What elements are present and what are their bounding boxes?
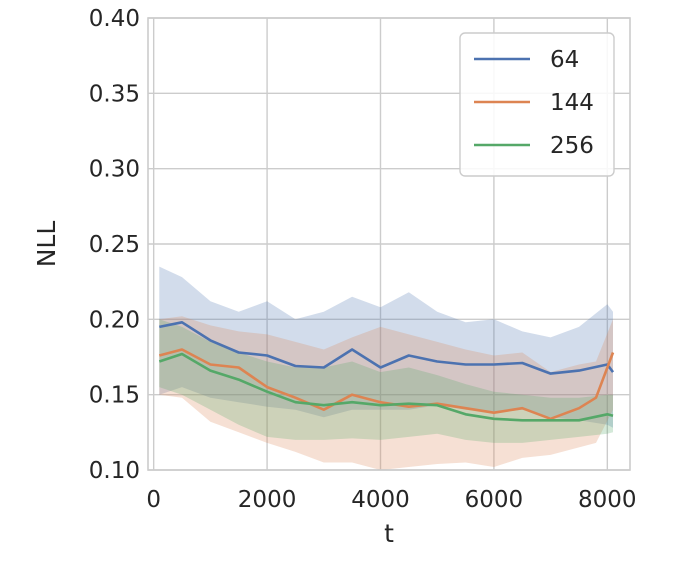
x-tick-label: 2000 (238, 487, 297, 513)
x-tick-label: 0 (146, 487, 161, 513)
legend-label-64: 64 (550, 47, 579, 73)
confidence-bands (159, 266, 614, 470)
band-144 (159, 316, 614, 470)
legend-label-256: 256 (550, 133, 594, 159)
y-tick-label: 0.40 (89, 6, 140, 32)
band-64 (159, 266, 614, 428)
line-64 (159, 320, 615, 375)
y-tick-label: 0.30 (89, 157, 140, 183)
legend-box (459, 32, 615, 177)
x-axis-label: t (384, 519, 394, 548)
y-tick-label: 0.35 (89, 81, 140, 107)
y-axis-label: NLL (32, 221, 61, 268)
y-axis-ticks: 0.10 0.15 0.20 0.25 0.30 0.35 0.40 (89, 6, 140, 484)
x-tick-label: 8000 (578, 487, 637, 513)
x-axis-ticks: 0 2000 4000 6000 8000 (146, 487, 636, 513)
x-tick-label: 6000 (465, 487, 524, 513)
y-tick-label: 0.25 (89, 232, 140, 258)
y-tick-label: 0.20 (89, 307, 140, 333)
legend-label-144: 144 (550, 90, 594, 116)
y-tick-label: 0.15 (89, 383, 140, 409)
legend: 64 144 256 (459, 32, 615, 177)
x-tick-label: 4000 (351, 487, 410, 513)
y-tick-label: 0.10 (89, 458, 140, 484)
line-256 (158, 352, 614, 422)
series-lines (158, 320, 615, 422)
plot-frame (147, 17, 631, 471)
